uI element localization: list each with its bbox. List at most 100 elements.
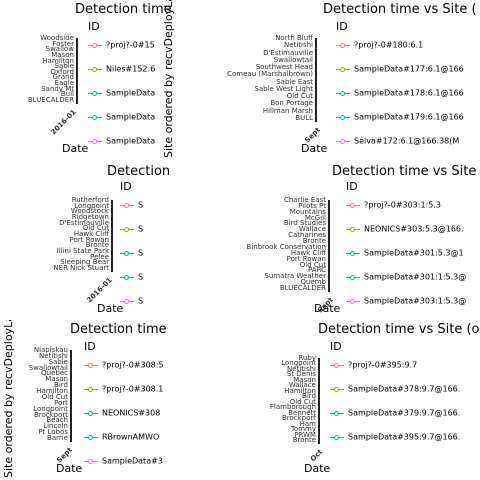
legend-key	[120, 248, 134, 258]
legend-label: ?proj?-0#308.1	[102, 384, 164, 394]
legend-item: SampleData	[88, 88, 155, 98]
legend-label: Selva#172:6.1@166.38(M	[354, 136, 460, 146]
legend-key	[88, 40, 102, 50]
y-tick-label: Wallace	[298, 225, 326, 234]
legend-item: SampleData#179:6.1@166	[336, 112, 464, 122]
legend-item: SampleData#3	[84, 456, 163, 466]
y-tick-label: Netitishi	[39, 351, 68, 360]
y-tick-label: North Bluff	[275, 34, 313, 42]
legend-item: SampleData#303:1:5.3@	[346, 296, 466, 306]
x-tick-label: 2016-01	[49, 108, 78, 137]
facet-panel: Detection time Woodside Foster Swallow Mason…	[0, 0, 200, 160]
y-tick-label: NER Nick Stuart	[53, 264, 109, 272]
facet-panel: Detection time vs Site (o Ruby Longpoint Ne…	[160, 320, 480, 480]
y-tick-label: Mason	[45, 375, 68, 384]
y-tick-label: St Denis	[286, 370, 316, 379]
legend-key	[120, 296, 134, 306]
y-tick-label: Hillman Marsh	[262, 106, 313, 115]
legend-key	[84, 384, 98, 394]
legend-label: SampleData#379:9.7@166.	[348, 408, 461, 418]
legend-item: SampleData#395:9.7@166.	[330, 432, 460, 442]
y-tick-label: Netitishi	[287, 364, 316, 373]
y-tick-label: Mason	[51, 50, 74, 59]
legend-key	[346, 248, 360, 258]
y-tick-label: Bennett	[288, 408, 316, 417]
legend-key	[120, 200, 134, 210]
x-axis-label: Date	[97, 302, 124, 315]
legend-item: ?proj?-0#15	[88, 40, 155, 50]
chart-title: Detection time	[70, 322, 167, 337]
data-points	[76, 38, 78, 104]
legend-key	[336, 136, 350, 146]
legend-label: S	[138, 248, 144, 258]
chart-title: Detection time vs Site (	[323, 2, 477, 17]
y-tick-label: Hamilton	[284, 386, 316, 395]
data-points	[111, 200, 113, 272]
legend-title: ID	[336, 20, 348, 33]
y-tick-label: D'Estimauville	[263, 48, 313, 57]
legend-label: SampleData	[106, 88, 156, 98]
y-tick-label: Swallowtail	[273, 55, 313, 64]
x-tick-label: 2016-01	[85, 276, 114, 305]
y-tick-label: Hawk Cliff	[290, 248, 326, 257]
data-points	[318, 358, 320, 444]
y-tick-label: Sable East	[276, 77, 313, 86]
x-axis-label: Date	[314, 302, 341, 315]
x-axis-label: Date	[56, 462, 83, 475]
y-tick-label: PARC	[308, 266, 326, 275]
legend-item: NEONICS#303:5.3@166.	[346, 224, 464, 234]
x-tick-label: Oct	[308, 448, 324, 464]
legend-item: ?proj?-0#180:6.1	[336, 40, 423, 50]
y-tick-label: Niapiskau	[33, 346, 68, 354]
y-tick-label: Quebec	[41, 369, 68, 378]
legend-key	[330, 432, 344, 442]
y-tick-label: BLUECALDER	[27, 96, 74, 104]
y-tick-label: Longpoint	[74, 201, 109, 210]
legend-key	[336, 40, 350, 50]
legend-label: SampleData#177:6.1@166	[354, 64, 464, 74]
legend-item: SampleData#177:6.1@166	[336, 64, 464, 74]
legend-key	[84, 456, 98, 466]
y-tick-label: BLUECALDER	[279, 284, 326, 292]
legend-label: SampleData#301:5.3@1	[364, 248, 464, 258]
y-tick-label: Mountains	[289, 207, 326, 216]
y-tick-label: Hamilton	[42, 56, 74, 65]
y-tick-label: McGill	[304, 213, 326, 222]
chart-title: Detection time vs Site (o	[318, 322, 480, 337]
legend-key	[88, 136, 102, 146]
chart-title: Detection time	[75, 2, 172, 17]
y-tick-label: Old Cut	[289, 397, 316, 406]
data-points	[70, 350, 72, 442]
legend-label: SampleData#378:9.7@166.	[348, 384, 461, 394]
legend-label: ?proj?-0#180:6.1	[354, 40, 424, 50]
y-tick-label: Old Cut	[41, 392, 68, 401]
y-tick-label: Bird	[54, 381, 68, 390]
y-tick-label: Woodstock	[70, 207, 109, 216]
y-tick-label: Swallow	[45, 45, 74, 54]
legend-key	[336, 112, 350, 122]
y-tick-label: Woodside	[40, 34, 74, 42]
legend-item: ?proj?-0#308.1	[84, 384, 163, 394]
y-tick-label: Sable West Light	[254, 84, 313, 93]
legend-label: ?proj?-0#15	[106, 40, 155, 50]
legend-title: ID	[88, 20, 100, 33]
legend-key	[330, 408, 344, 418]
y-tick-label: Old Cut	[286, 92, 313, 101]
chart-title: Detection	[107, 164, 171, 179]
legend-item: S	[120, 224, 143, 234]
y-tick-label: Foster	[52, 39, 74, 48]
y-tick-label: Port Rowan	[69, 235, 109, 244]
y-tick-label: Flamborough	[269, 403, 316, 412]
y-tick-label: Comeau (Marshalbrown)	[227, 70, 313, 79]
legend-key	[84, 408, 98, 418]
legend-item: S	[120, 296, 143, 306]
legend-item: ?proj?-0#308:5	[84, 360, 164, 370]
legend-key	[84, 360, 98, 370]
facet-panel: Detection time Niapiskau Netitishi Sable Swa…	[0, 320, 200, 480]
legend-key	[346, 224, 360, 234]
legend-item: SampleData#301:5.3@1	[346, 248, 464, 258]
legend-item: ?proj?-0#303:1:5.3	[346, 200, 441, 210]
y-tick-label: Pt Lobos	[38, 428, 68, 437]
y-tick-label: Netitishi	[284, 41, 313, 50]
legend-key	[88, 88, 102, 98]
